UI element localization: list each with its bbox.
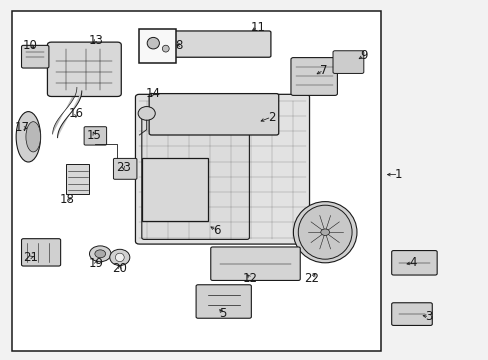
FancyBboxPatch shape [135,94,309,244]
Text: 18: 18 [60,193,75,206]
Text: 4: 4 [408,256,416,269]
FancyBboxPatch shape [391,303,431,325]
Ellipse shape [138,107,155,120]
Text: 1: 1 [394,168,402,181]
Text: 23: 23 [116,161,130,174]
FancyBboxPatch shape [171,31,270,57]
Text: 11: 11 [250,21,264,33]
Bar [142,158,207,221]
Ellipse shape [89,246,111,262]
Ellipse shape [320,229,329,235]
FancyBboxPatch shape [332,51,363,73]
Text: 8: 8 [174,39,182,51]
Text: 15: 15 [87,129,102,141]
Text: 19: 19 [88,257,103,270]
Text: 16: 16 [69,107,83,120]
Text: 13: 13 [88,34,103,47]
Text: 7: 7 [319,64,327,77]
Ellipse shape [16,112,41,162]
FancyBboxPatch shape [391,251,436,275]
Text: 5: 5 [218,307,226,320]
Bar [66,164,89,194]
Text: 12: 12 [243,272,257,285]
Ellipse shape [147,37,159,49]
FancyBboxPatch shape [21,45,49,68]
Text: 20: 20 [112,262,127,275]
Text: 14: 14 [145,87,160,100]
FancyBboxPatch shape [84,127,106,145]
Ellipse shape [115,253,124,262]
FancyBboxPatch shape [113,158,137,179]
Polygon shape [58,91,81,138]
Text: 9: 9 [360,49,367,62]
Text: 10: 10 [23,39,38,51]
FancyBboxPatch shape [149,94,278,135]
Ellipse shape [162,45,169,52]
FancyBboxPatch shape [21,239,61,266]
Polygon shape [53,87,77,134]
FancyBboxPatch shape [142,110,249,239]
FancyBboxPatch shape [47,42,121,96]
Text: 21: 21 [23,251,38,264]
Ellipse shape [293,202,356,263]
Ellipse shape [298,205,351,259]
Text: 17: 17 [15,121,30,134]
Text: 6: 6 [212,224,220,237]
Bar [139,29,176,63]
Ellipse shape [109,249,129,266]
Text: 2: 2 [267,111,275,123]
Text: 22: 22 [304,273,319,285]
FancyBboxPatch shape [210,247,300,280]
FancyBboxPatch shape [290,58,337,95]
Ellipse shape [95,250,105,258]
Bar [12,11,381,351]
FancyBboxPatch shape [196,285,251,318]
Ellipse shape [26,122,41,152]
Text: 3: 3 [425,310,432,323]
